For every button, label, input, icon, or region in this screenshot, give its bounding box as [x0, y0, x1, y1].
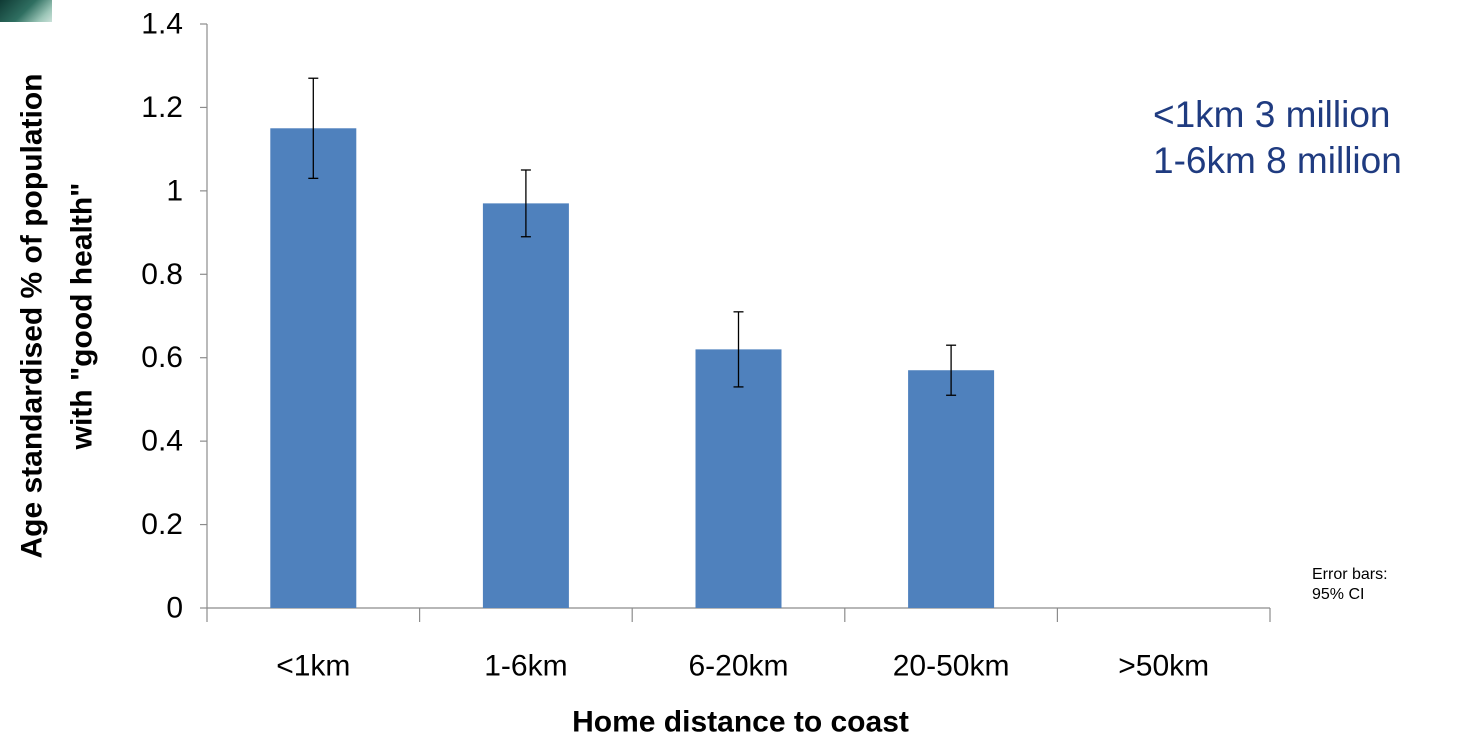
plot-area: 0 0.2 0.4 0.6 0.8 1 1.2 1.4 <1km 1-6km 6-20km 20-50… — [16, 8, 1271, 739]
bar — [695, 349, 782, 608]
error-bar-note-line-1: Error bars: — [1312, 566, 1388, 583]
annotation-line-2: 1-6km 8 million — [1153, 140, 1402, 181]
x-tick-label: 6-20km — [688, 650, 788, 683]
x-tick-label: 1-6km — [484, 650, 567, 683]
x-axis-title: Home distance to coast — [572, 706, 909, 739]
corner-photo-thumbnail — [0, 0, 58, 22]
bar — [908, 370, 995, 608]
y-tick-label: 0.4 — [141, 425, 183, 458]
bar — [482, 203, 569, 608]
y-tick-label: 0.8 — [141, 258, 183, 291]
y-tick-label: 1 — [166, 174, 183, 207]
x-tick-label: <1km — [276, 650, 350, 683]
x-tick-label: 20-50km — [893, 650, 1010, 683]
y-tick-label: 0 — [166, 592, 183, 625]
x-tick-label: >50km — [1118, 650, 1209, 683]
population-annotation: <1km 3 million 1-6km 8 million — [1153, 92, 1402, 184]
error-bar-note-line-2: 95% CI — [1312, 586, 1365, 603]
y-axis-title-line: with "good health" — [66, 183, 99, 451]
y-tick-label: 0.6 — [141, 341, 183, 374]
error-bar-note: Error bars: 95% CI — [1312, 565, 1388, 605]
bar — [270, 128, 357, 609]
y-tick-label: 1.4 — [141, 8, 183, 41]
y-tick-label: 0.2 — [141, 508, 183, 541]
annotation-line-1: <1km 3 million — [1153, 94, 1391, 135]
y-tick-label: 1.2 — [141, 91, 183, 124]
y-axis-title-line: Age standardised % of population — [16, 73, 49, 558]
